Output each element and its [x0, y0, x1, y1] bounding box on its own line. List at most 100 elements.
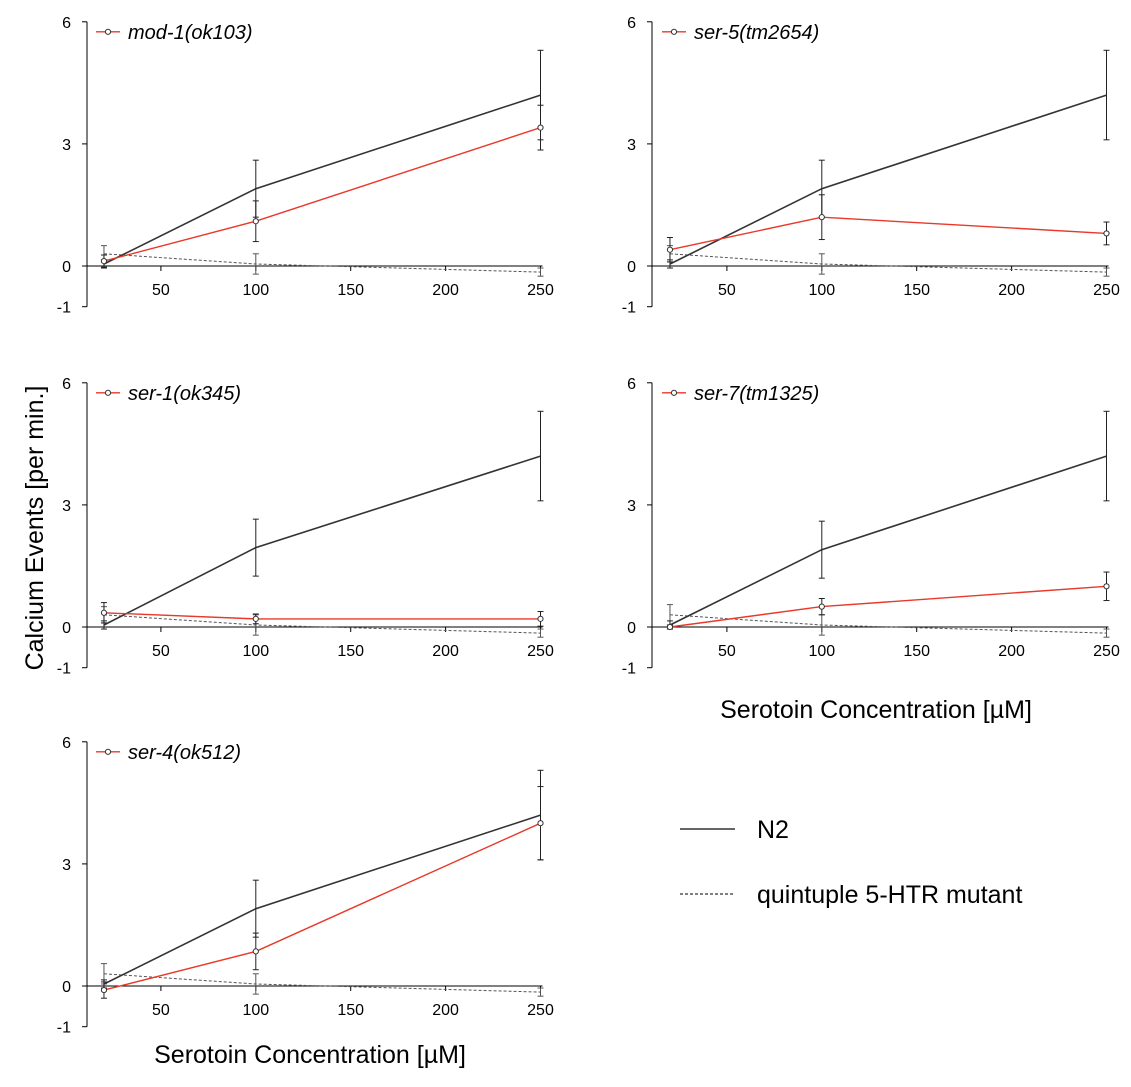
x-tick-label: 250	[527, 1002, 554, 1019]
series-n2	[666, 410, 1110, 630]
y-tick-label: -1	[57, 1020, 71, 1037]
x-tick-label: 100	[242, 282, 269, 299]
series-n2	[100, 769, 544, 989]
data-point	[252, 615, 259, 622]
x-tick-label: 150	[903, 282, 930, 299]
x-tick-label: 150	[337, 1002, 364, 1019]
x-tick-label: 50	[152, 282, 170, 299]
series-mutant	[100, 602, 544, 627]
y-tick-label: 6	[62, 15, 71, 32]
data-point	[1103, 583, 1110, 590]
series-mutant	[100, 104, 544, 268]
panel-legend: ser-4(ok512)	[96, 742, 241, 764]
y-axis-label: Calcium Events [per min.]	[21, 386, 49, 671]
data-point	[818, 603, 825, 610]
y-tick-label: 6	[62, 735, 71, 752]
series-mutant	[666, 571, 1110, 631]
legend-swatch-marker	[670, 389, 678, 396]
x-tick-label: 50	[718, 282, 736, 299]
series-mutant	[100, 786, 544, 999]
x-tick-label: 50	[152, 1002, 170, 1019]
series-n2	[100, 49, 544, 269]
data-point	[100, 986, 108, 994]
y-tick-label: 3	[62, 857, 71, 874]
y-tick-label: 0	[62, 620, 71, 637]
legend-label: ser-1(ok345)	[128, 383, 241, 405]
y-tick-label: -1	[57, 661, 71, 678]
key-n2-label: N2	[757, 816, 789, 844]
x-tick-label: 200	[432, 1002, 459, 1019]
chart-panel-3: -1 0 3 6 50 100 150 200 250 ser-1(ok345)	[57, 376, 554, 678]
x-tick-label: 50	[152, 643, 170, 660]
x-tick-label: 200	[432, 643, 459, 660]
y-tick-label: 3	[62, 137, 71, 154]
chart-panel-2: -1 0 3 6 50 100 150 200 250 ser-5(tm2654)	[622, 15, 1120, 317]
panel-legend: ser-7(tm1325)	[662, 383, 819, 405]
x-tick-label: 150	[903, 643, 930, 660]
series-line-quintuple	[669, 253, 1107, 273]
chart-panel-5: -1 0 3 6 50 100 150 200 250 ser-4(ok512)	[57, 735, 554, 1037]
y-tick-label: 3	[627, 137, 636, 154]
legend-label: ser-7(tm1325)	[694, 383, 819, 405]
x-tick-label: 200	[432, 282, 459, 299]
data-point	[1103, 230, 1110, 237]
x-tick-label: 100	[808, 643, 835, 660]
legend-label: mod-1(ok103)	[128, 22, 253, 44]
series-line-quintuple	[103, 973, 541, 993]
figure-key: N2 quintuple 5-HTR mutant	[680, 816, 1022, 909]
panel-legend: ser-5(tm2654)	[662, 22, 819, 44]
chart-panel-4: -1 0 3 6 50 100 150 200 250 ser-7(tm1325)	[622, 376, 1120, 678]
legend-swatch-marker	[104, 28, 112, 35]
legend-swatch-marker	[104, 748, 112, 755]
x-tick-label: 100	[808, 282, 835, 299]
y-tick-label: 6	[62, 376, 71, 393]
y-tick-label: -1	[622, 300, 636, 317]
y-tick-label: 6	[627, 376, 636, 393]
series-line-mutant	[103, 126, 541, 262]
y-tick-label: 3	[62, 498, 71, 515]
series-quintuple	[100, 606, 544, 638]
x-axis-label-bottom: Serotoin Concentration [µM]	[154, 1041, 466, 1069]
key-quintuple-label: quintuple 5-HTR mutant	[757, 881, 1022, 909]
y-tick-label: -1	[57, 300, 71, 317]
chart-panel-1: -1 0 3 6 50 100 150 200 250 mod-1(ok103)	[57, 15, 554, 317]
series-line-mutant	[103, 822, 541, 991]
y-tick-label: 0	[627, 620, 636, 637]
data-point	[537, 124, 544, 131]
data-point	[100, 609, 108, 616]
data-point	[252, 218, 259, 225]
legend-swatch-marker	[104, 389, 112, 396]
series-line-n2	[103, 455, 541, 626]
legend-label: ser-5(tm2654)	[694, 22, 819, 44]
legend-swatch-marker	[670, 28, 678, 35]
x-tick-label: 250	[1093, 282, 1120, 299]
series-n2	[666, 49, 1110, 269]
panel-legend: mod-1(ok103)	[96, 22, 253, 44]
series-line-mutant	[103, 612, 541, 620]
data-point	[818, 214, 825, 221]
series-quintuple	[666, 245, 1110, 277]
x-tick-label: 200	[998, 643, 1025, 660]
x-tick-label: 200	[998, 282, 1025, 299]
y-tick-label: -1	[622, 661, 636, 678]
series-n2	[100, 410, 544, 630]
x-tick-label: 150	[337, 643, 364, 660]
legend-label: ser-4(ok512)	[128, 742, 241, 764]
y-tick-label: 6	[627, 15, 636, 32]
x-tick-label: 250	[527, 282, 554, 299]
x-tick-label: 250	[527, 643, 554, 660]
y-tick-label: 0	[627, 259, 636, 276]
x-axis-label-right: Serotoin Concentration [µM]	[720, 696, 1032, 724]
series-line-quintuple	[103, 614, 541, 634]
y-tick-label: 3	[627, 498, 636, 515]
series-line-n2	[669, 94, 1107, 265]
y-tick-label: 0	[62, 979, 71, 996]
data-point	[100, 258, 108, 265]
x-tick-label: 100	[242, 643, 269, 660]
panel-legend: ser-1(ok345)	[96, 383, 241, 405]
data-point	[666, 246, 674, 253]
panels: -1 0 3 6 50 100 150 200 250 mod-1(ok103) -1 0 3 6 50 10…	[57, 15, 1120, 1037]
series-line-quintuple	[103, 253, 541, 273]
x-tick-label: 100	[242, 1002, 269, 1019]
series-quintuple	[666, 604, 1110, 638]
